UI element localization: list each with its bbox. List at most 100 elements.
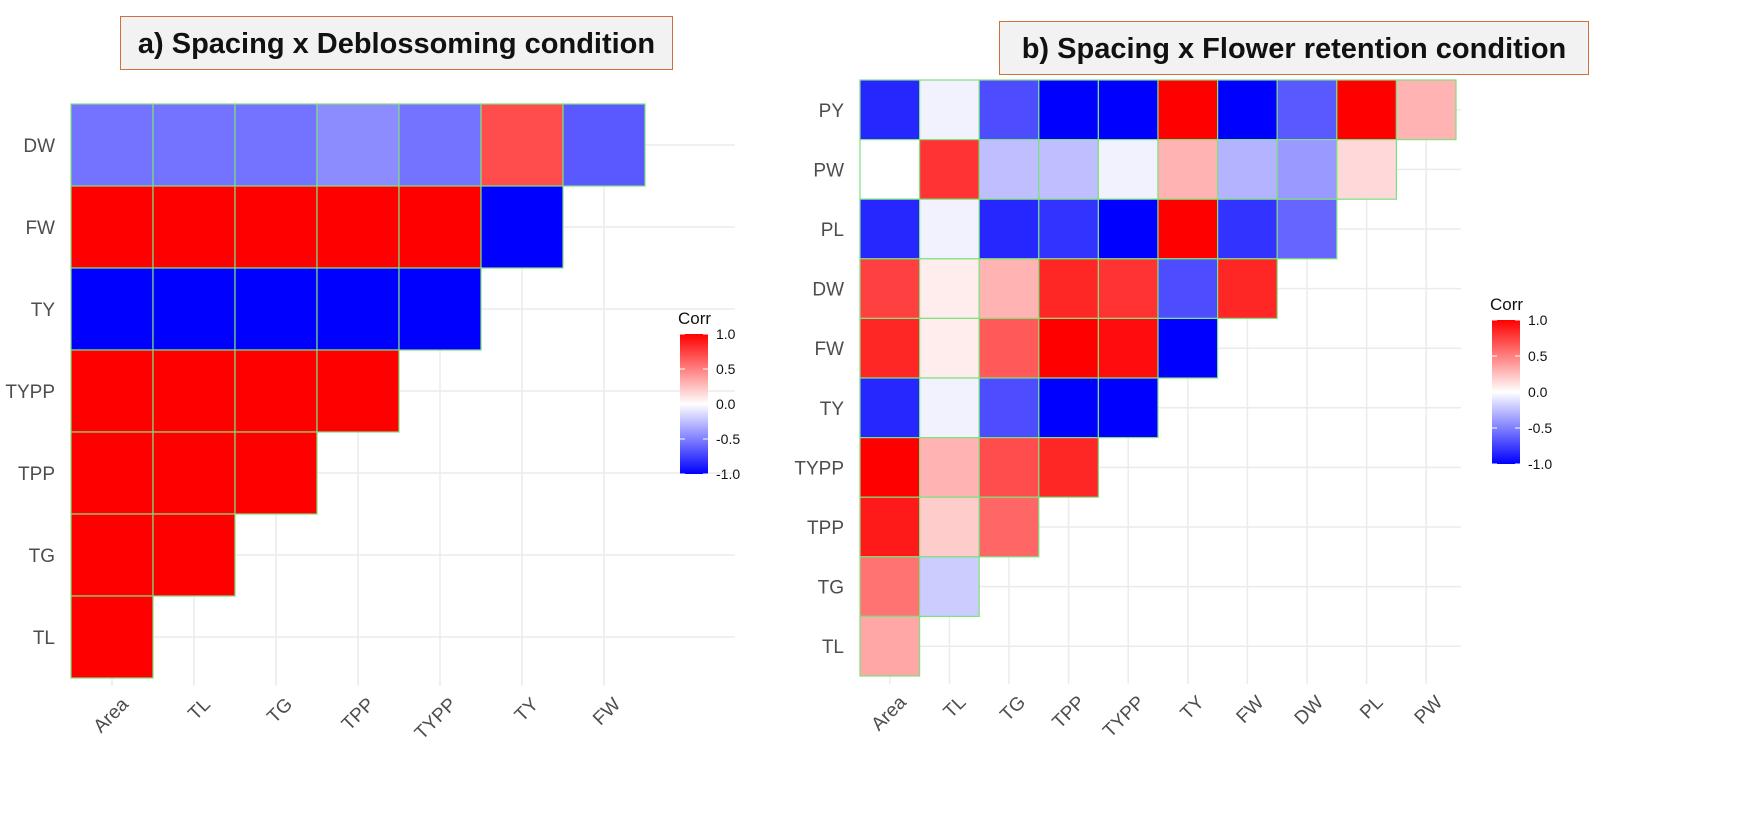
heatmap-cell [918,437,980,498]
y-tick-label: PL [821,220,844,241]
heatmap-cell [316,185,400,269]
x-tick-label: PW [1411,692,1448,729]
x-tick-label: FW [1233,692,1269,728]
x-tick-label: TY [511,694,543,726]
heatmap-cell [316,267,400,351]
heatmap-cell [70,103,154,187]
heatmap-cell [152,431,236,515]
heatmap-cell [918,317,980,379]
heatmap-cell [70,431,154,515]
heatmap-cell [398,185,482,269]
legend-title: Corr [678,309,711,328]
heatmap-cell [1157,79,1219,141]
x-tick-label: TG [996,692,1030,726]
y-tick-label: TPP [18,464,55,485]
heatmap-cell [1097,317,1159,379]
heatmap-cell [859,615,921,677]
heatmap-cell [1038,437,1100,498]
heatmap-cell [1097,198,1159,260]
heatmap-cell [978,437,1040,498]
heatmap-cell [152,349,236,433]
legend-tick-label: -1.0 [716,466,740,482]
heatmap-cell [70,185,154,269]
heatmap-cell [70,349,154,433]
y-tick-label: FW [814,339,844,360]
x-tick-label: TPP [338,694,379,735]
heatmap-cell [152,103,236,187]
heatmap-cell [70,595,154,679]
heatmap-cell [918,139,980,200]
heatmap-cell [1097,258,1159,319]
x-tick-label: DW [1291,692,1328,729]
x-tick-label: TYPP [1099,692,1149,742]
x-tick-label: TL [184,694,215,725]
heatmap-cell [978,79,1040,141]
heatmap-cell [859,556,921,617]
heatmap-cell [398,267,482,351]
heatmap-cell [918,496,980,558]
heatmap-cell [859,317,921,379]
y-tick-label: TG [818,578,844,599]
panel-a-title: a) Spacing x Deblossoming condition [120,16,673,70]
heatmap-cell [1216,258,1278,319]
heatmap-cell [978,377,1040,439]
heatmap-cell [978,198,1040,260]
heatmap-cell [1276,139,1338,200]
legend-tick-label: 1.0 [1528,312,1548,328]
x-tick-label: TYPP [411,694,461,744]
heatmap-cell [1216,198,1278,260]
x-tick-label: FW [589,694,625,730]
legend-tick-label: 0.5 [716,361,736,377]
heatmap-cell [859,496,921,558]
heatmap-cell [978,258,1040,319]
heatmap-cell [859,198,921,260]
y-tick-label: TYPP [5,382,55,403]
heatmap-cell [918,377,980,439]
heatmap-cell [1038,258,1100,319]
heatmap-cell [234,349,318,433]
heatmap-cell [918,198,980,260]
heatmap-cell [1038,79,1100,141]
heatmap-cell [1157,317,1219,379]
legend-tick-label: -1.0 [1528,456,1552,472]
panel-b-title: b) Spacing x Flower retention condition [999,21,1589,75]
legend-tick-label: 0.0 [1528,384,1548,400]
heatmap-cell [1395,79,1457,141]
heatmap-cell [316,349,400,433]
x-tick-label: TL [940,692,971,723]
y-tick-label: TG [29,546,55,567]
legend-title: Corr [1490,295,1523,314]
legend-tick-label: -0.5 [716,431,740,447]
y-tick-label: TL [33,628,55,649]
y-tick-label: TYPP [794,458,844,479]
x-tick-label: TPP [1049,692,1090,733]
heatmap-cell [978,139,1040,200]
heatmap-cell [70,513,154,597]
heatmap-cell [1336,79,1398,141]
legend-tick-label: 0.5 [1528,348,1548,364]
legend-tick-label: 1.0 [716,326,736,342]
y-tick-label: PW [813,160,844,181]
heatmap-cell [918,258,980,319]
heatmap-cell [152,185,236,269]
heatmap-cell [70,267,154,351]
legend-tick-label: 0.0 [716,396,736,412]
legend-tick-label: -0.5 [1528,420,1552,436]
heatmap-cell [1276,198,1338,260]
heatmap-cell [1097,139,1159,200]
x-tick-label: Area [868,692,912,736]
heatmap-cell [234,267,318,351]
heatmap-cell [316,103,400,187]
x-tick-label: PL [1356,692,1387,723]
y-tick-label: TY [820,399,845,420]
heatmap-cell [978,317,1040,379]
x-tick-label: TG [263,694,297,728]
heatmap-cell [480,103,564,187]
y-tick-label: DW [23,136,55,157]
heatmap-cell [1097,79,1159,141]
x-tick-label: Area [90,694,134,738]
heatmap-cell [859,79,921,141]
heatmap-cell [859,437,921,498]
heatmap-cell [978,496,1040,558]
heatmap-cell [480,185,564,269]
